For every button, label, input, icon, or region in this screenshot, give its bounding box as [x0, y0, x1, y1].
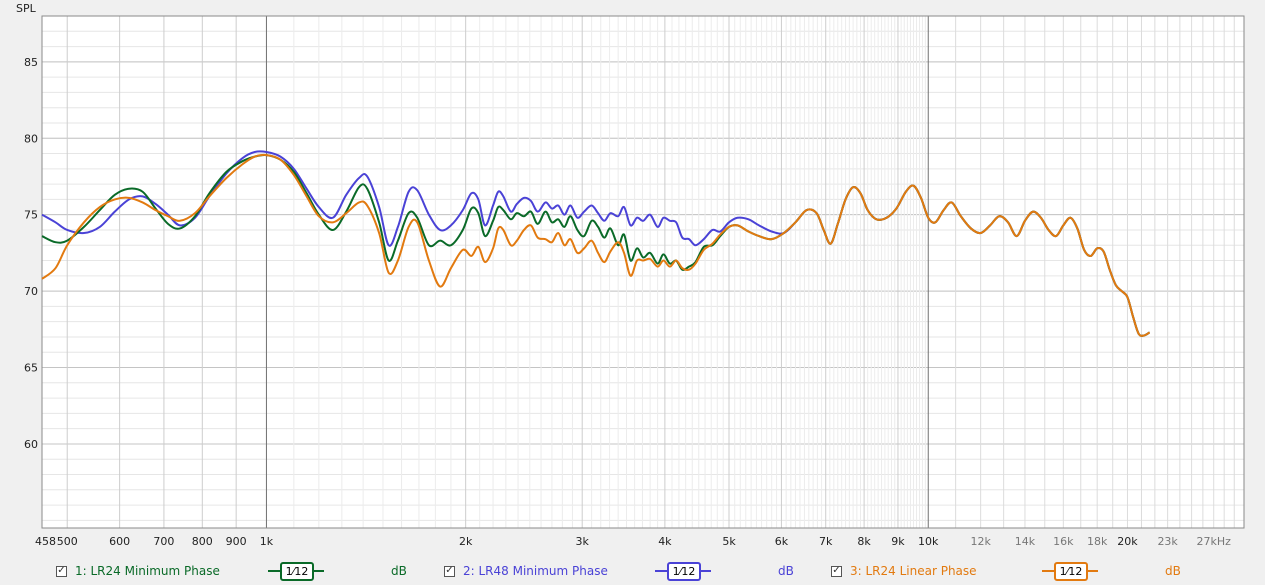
legend-unit-1: dB [391, 564, 407, 578]
x-tick-label: 700 [153, 535, 174, 548]
x-tick-label: 1k [260, 535, 274, 548]
smoothing-value-2: 1⁄12 [667, 562, 701, 581]
legend-unit-3: dB [1165, 564, 1181, 578]
plot-frame [41, 15, 1245, 529]
x-tick-label: 3k [576, 535, 590, 548]
x-tick-label: 27kHz [1197, 535, 1232, 548]
y-tick-label: 70 [24, 285, 38, 298]
series-line-3 [41, 153, 1151, 337]
legend-item-3[interactable]: ✓ 3: LR24 Linear Phase [831, 559, 977, 583]
frequency-response-chart: SPL 85 80 75 70 65 60 458 500 600 700 800 900 1k 2k 3k 4… [16, 2, 1245, 548]
x-tick-label: 8k [857, 535, 871, 548]
legend-item-1[interactable]: ✓ 1: LR24 Minimum Phase [56, 559, 220, 583]
y-tick-label: 60 [24, 438, 38, 451]
smoothing-control-3[interactable]: 1⁄12 [1042, 562, 1098, 581]
legend-checkbox-3[interactable]: ✓ [831, 565, 842, 577]
x-tick-label: 20k [1117, 535, 1138, 548]
x-tick-label: 800 [192, 535, 213, 548]
x-tick-label: 23k [1157, 535, 1178, 548]
x-tick-label: 9k [891, 535, 905, 548]
x-tick-label: 500 [57, 535, 78, 548]
chart-svg: SPL 85 80 75 70 65 60 458 500 600 700 800 900 1k 2k 3k 4… [16, 2, 1245, 548]
x-tick-label: 5k [722, 535, 736, 548]
legend-item-2[interactable]: ✓ 2: LR48 Minimum Phase [444, 559, 608, 583]
x-tick-label: 10k [918, 535, 939, 548]
x-tick-label: 7k [819, 535, 833, 548]
y-axis-label: SPL [16, 2, 37, 15]
legend-label-1: 1: LR24 Minimum Phase [75, 564, 220, 578]
smoothing-control-1[interactable]: 1⁄12 [268, 562, 324, 581]
x-tick-label: 2k [459, 535, 473, 548]
x-tick-label: 12k [970, 535, 991, 548]
x-tick-label: 600 [109, 535, 130, 548]
legend-label-2: 2: LR48 Minimum Phase [463, 564, 608, 578]
x-tick-label: 6k [775, 535, 789, 548]
smoothing-value-1: 1⁄12 [280, 562, 314, 581]
x-tick-label: 18k [1087, 535, 1108, 548]
legend-bar: ✓ 1: LR24 Minimum Phase 1⁄12 dB ✓ 2: LR4… [0, 559, 1265, 585]
chart-canvas: SPL 85 80 75 70 65 60 458 500 600 700 800 900 1k 2k 3k 4… [16, 2, 1245, 548]
x-tick-label: 900 [226, 535, 247, 548]
x-tick-label: 458 [35, 535, 56, 548]
plot-area [42, 16, 1244, 528]
x-tick-label: 14k [1015, 535, 1036, 548]
legend-unit-2: dB [778, 564, 794, 578]
legend-label-3: 3: LR24 Linear Phase [850, 564, 977, 578]
y-tick-label: 75 [24, 209, 38, 222]
legend-checkbox-1[interactable]: ✓ [56, 565, 67, 577]
smoothing-value-3: 1⁄12 [1054, 562, 1088, 581]
x-tick-label: 4k [658, 535, 672, 548]
y-tick-label: 80 [24, 132, 38, 145]
smoothing-control-2[interactable]: 1⁄12 [655, 562, 711, 581]
y-tick-label: 85 [24, 56, 38, 69]
legend-checkbox-2[interactable]: ✓ [444, 565, 455, 577]
y-tick-label: 65 [24, 362, 38, 375]
x-tick-label: 16k [1053, 535, 1074, 548]
